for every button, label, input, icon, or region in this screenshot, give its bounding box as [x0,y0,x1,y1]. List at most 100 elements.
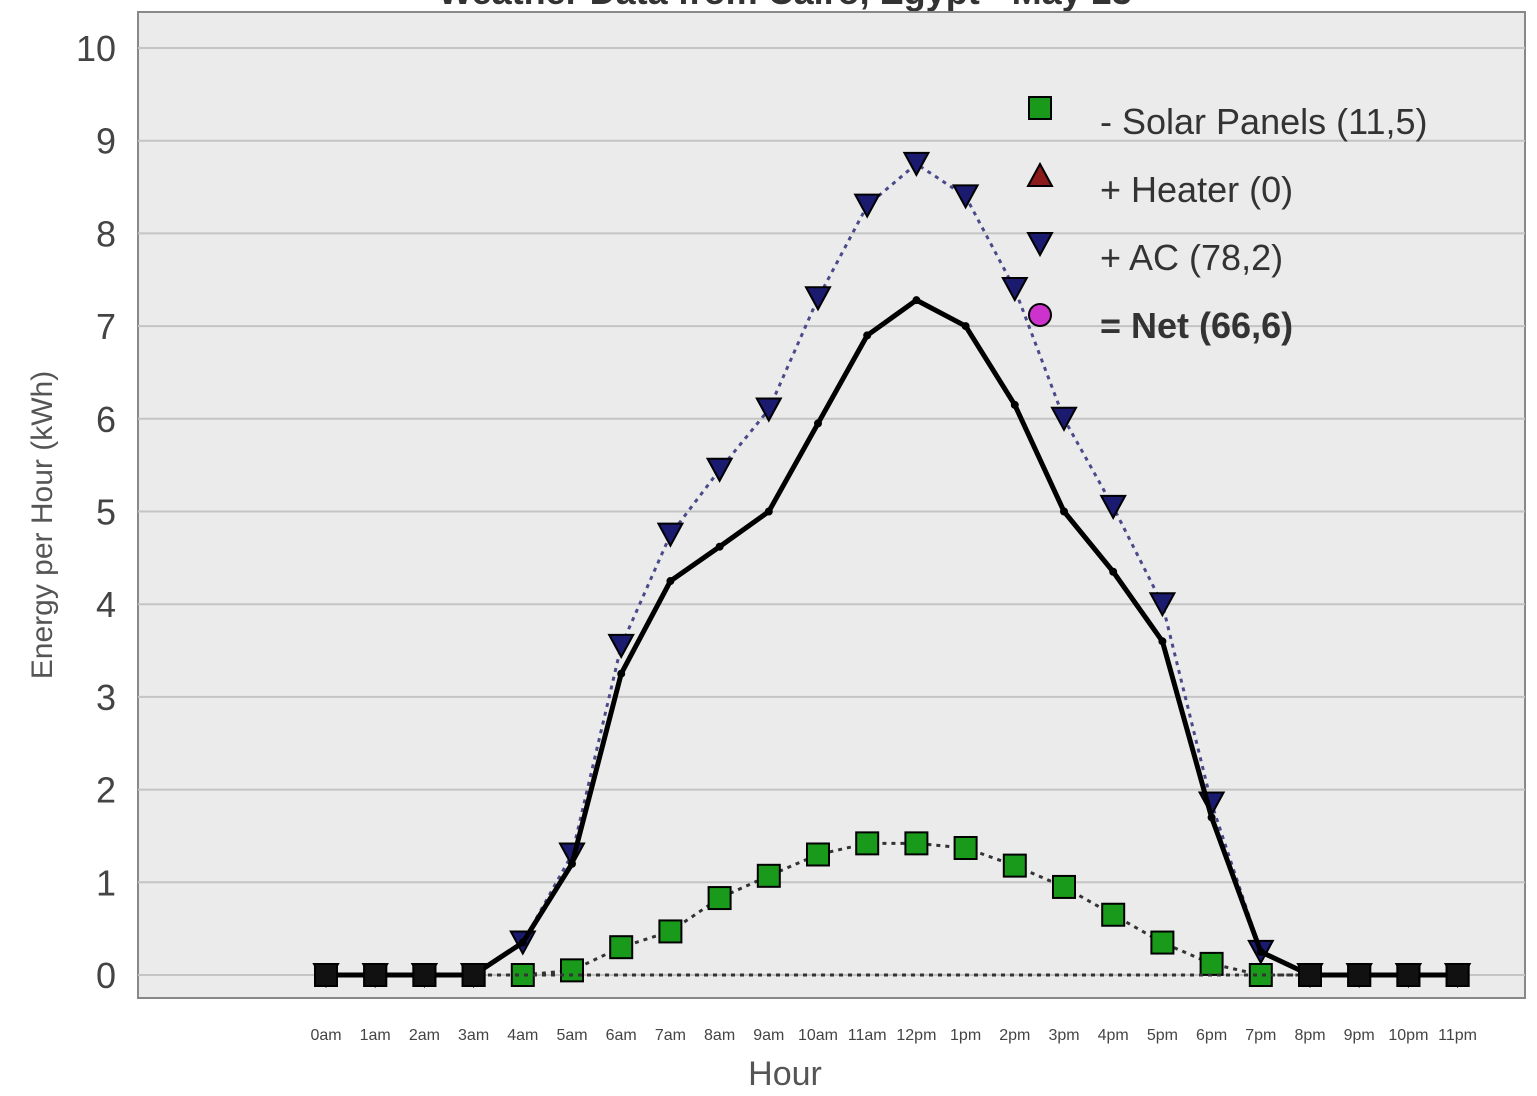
data-point [764,507,773,516]
legend-marker [1026,161,1054,187]
data-point [853,193,881,219]
x-axis-label: Hour [748,1055,822,1093]
data-point [412,963,437,987]
data-point [707,886,732,911]
y-tick-label: 4 [96,584,116,625]
legend-marker [1026,232,1054,258]
legend-label: + Heater (0) [1100,169,1293,210]
data-point [1060,507,1068,516]
x-tick-label: 6pm [1196,1027,1227,1044]
data-point [1256,947,1265,956]
data-point [1050,406,1078,432]
x-tick-label: 4am [507,1027,538,1044]
y-tick-label: 8 [96,213,116,254]
data-point [1150,930,1175,955]
x-tick-label: 9pm [1344,1027,1375,1044]
legend-item: + Heater (0) [1026,161,1293,210]
data-point [609,935,634,960]
data-point [1109,567,1118,576]
data-point [1199,951,1224,976]
x-tick-label: 1pm [950,1027,981,1044]
data-point [607,633,635,660]
data-point [705,457,734,483]
data-point [568,859,576,868]
x-axis-ticks: 0am 1am 2am 3am 4am 5am 6am 7am 8am 9am 10am 11am 12… [310,1027,1477,1044]
data-point [806,842,830,867]
data-point [756,863,781,888]
data-point [1099,494,1127,520]
x-tick-label: 2am [409,1027,440,1044]
y-tick-label: 2 [96,770,116,811]
data-point [518,938,527,947]
data-point [1101,902,1126,927]
zero-markers [314,963,1470,987]
data-point [951,184,980,210]
data-point [961,322,970,331]
data-point [1445,963,1470,987]
data-point [658,919,683,944]
data-point [1396,963,1421,987]
y-tick-label: 1 [96,862,116,903]
data-point [363,963,388,987]
legend-marker [1028,303,1052,327]
data-point [1347,963,1372,987]
y-tick-label: 0 [96,955,116,996]
data-point [656,522,685,548]
legend: - Solar Panels (11,5) + Heater (0) + AC (7… [1026,96,1427,346]
y-tick-label: 10 [76,28,116,69]
data-point [1010,400,1019,409]
y-tick-label: 7 [96,306,116,347]
x-tick-label: 4pm [1098,1027,1129,1044]
data-point [715,542,724,551]
x-tick-label: 1am [360,1027,391,1044]
x-tick-label: 3pm [1048,1027,1079,1044]
data-point [953,836,978,861]
data-point [1052,874,1076,899]
x-tick-label: 0am [310,1027,341,1044]
legend-item: + AC (78,2) [1026,232,1283,278]
chart-title: Weather Data from Cairo, Egypt - May 23 [438,0,1132,12]
x-tick-label: 12pm [896,1027,936,1044]
x-tick-label: 7pm [1245,1027,1276,1044]
data-point [1207,813,1216,822]
y-axis-ticks: 0 1 2 3 4 5 6 7 8 9 10 [76,28,116,996]
x-tick-label: 2pm [999,1027,1030,1044]
series-layer [312,151,1472,989]
data-point [314,963,338,987]
series-line [326,297,1458,978]
y-tick-label: 6 [96,399,116,440]
x-tick-label: 3am [458,1027,489,1044]
data-point [912,296,921,305]
data-point [1001,277,1029,303]
legend-item: - Solar Panels (11,5) [1028,96,1427,142]
data-point [1158,637,1167,646]
x-tick-label: 9am [753,1027,784,1044]
x-tick-label: 10pm [1388,1027,1428,1044]
x-tick-label: 5am [556,1027,587,1044]
data-point [1148,592,1177,618]
x-tick-label: 11am [848,1027,887,1044]
y-tick-label: 9 [96,121,116,162]
y-axis-label: Energy per Hour (kWh) [26,371,59,679]
data-point [666,577,675,586]
x-tick-label: 11pm [1438,1027,1477,1044]
plot-area [137,11,1526,999]
x-tick-label: 10am [798,1027,838,1044]
x-tick-label: 8pm [1294,1027,1325,1044]
legend-item: = Net (66,6) [1028,303,1293,346]
data-point [1298,963,1322,987]
data-point [855,831,880,856]
x-tick-label: 7am [655,1027,686,1044]
data-point [804,286,832,312]
legend-label: - Solar Panels (11,5) [1100,101,1427,142]
data-point [461,963,486,987]
legend-label: = Net (66,6) [1100,305,1293,346]
y-tick-label: 3 [96,677,116,718]
data-point [617,669,626,678]
data-point [902,151,931,177]
x-tick-label: 8am [704,1027,735,1044]
y-tick-label: 5 [96,492,116,533]
data-point [814,419,822,428]
